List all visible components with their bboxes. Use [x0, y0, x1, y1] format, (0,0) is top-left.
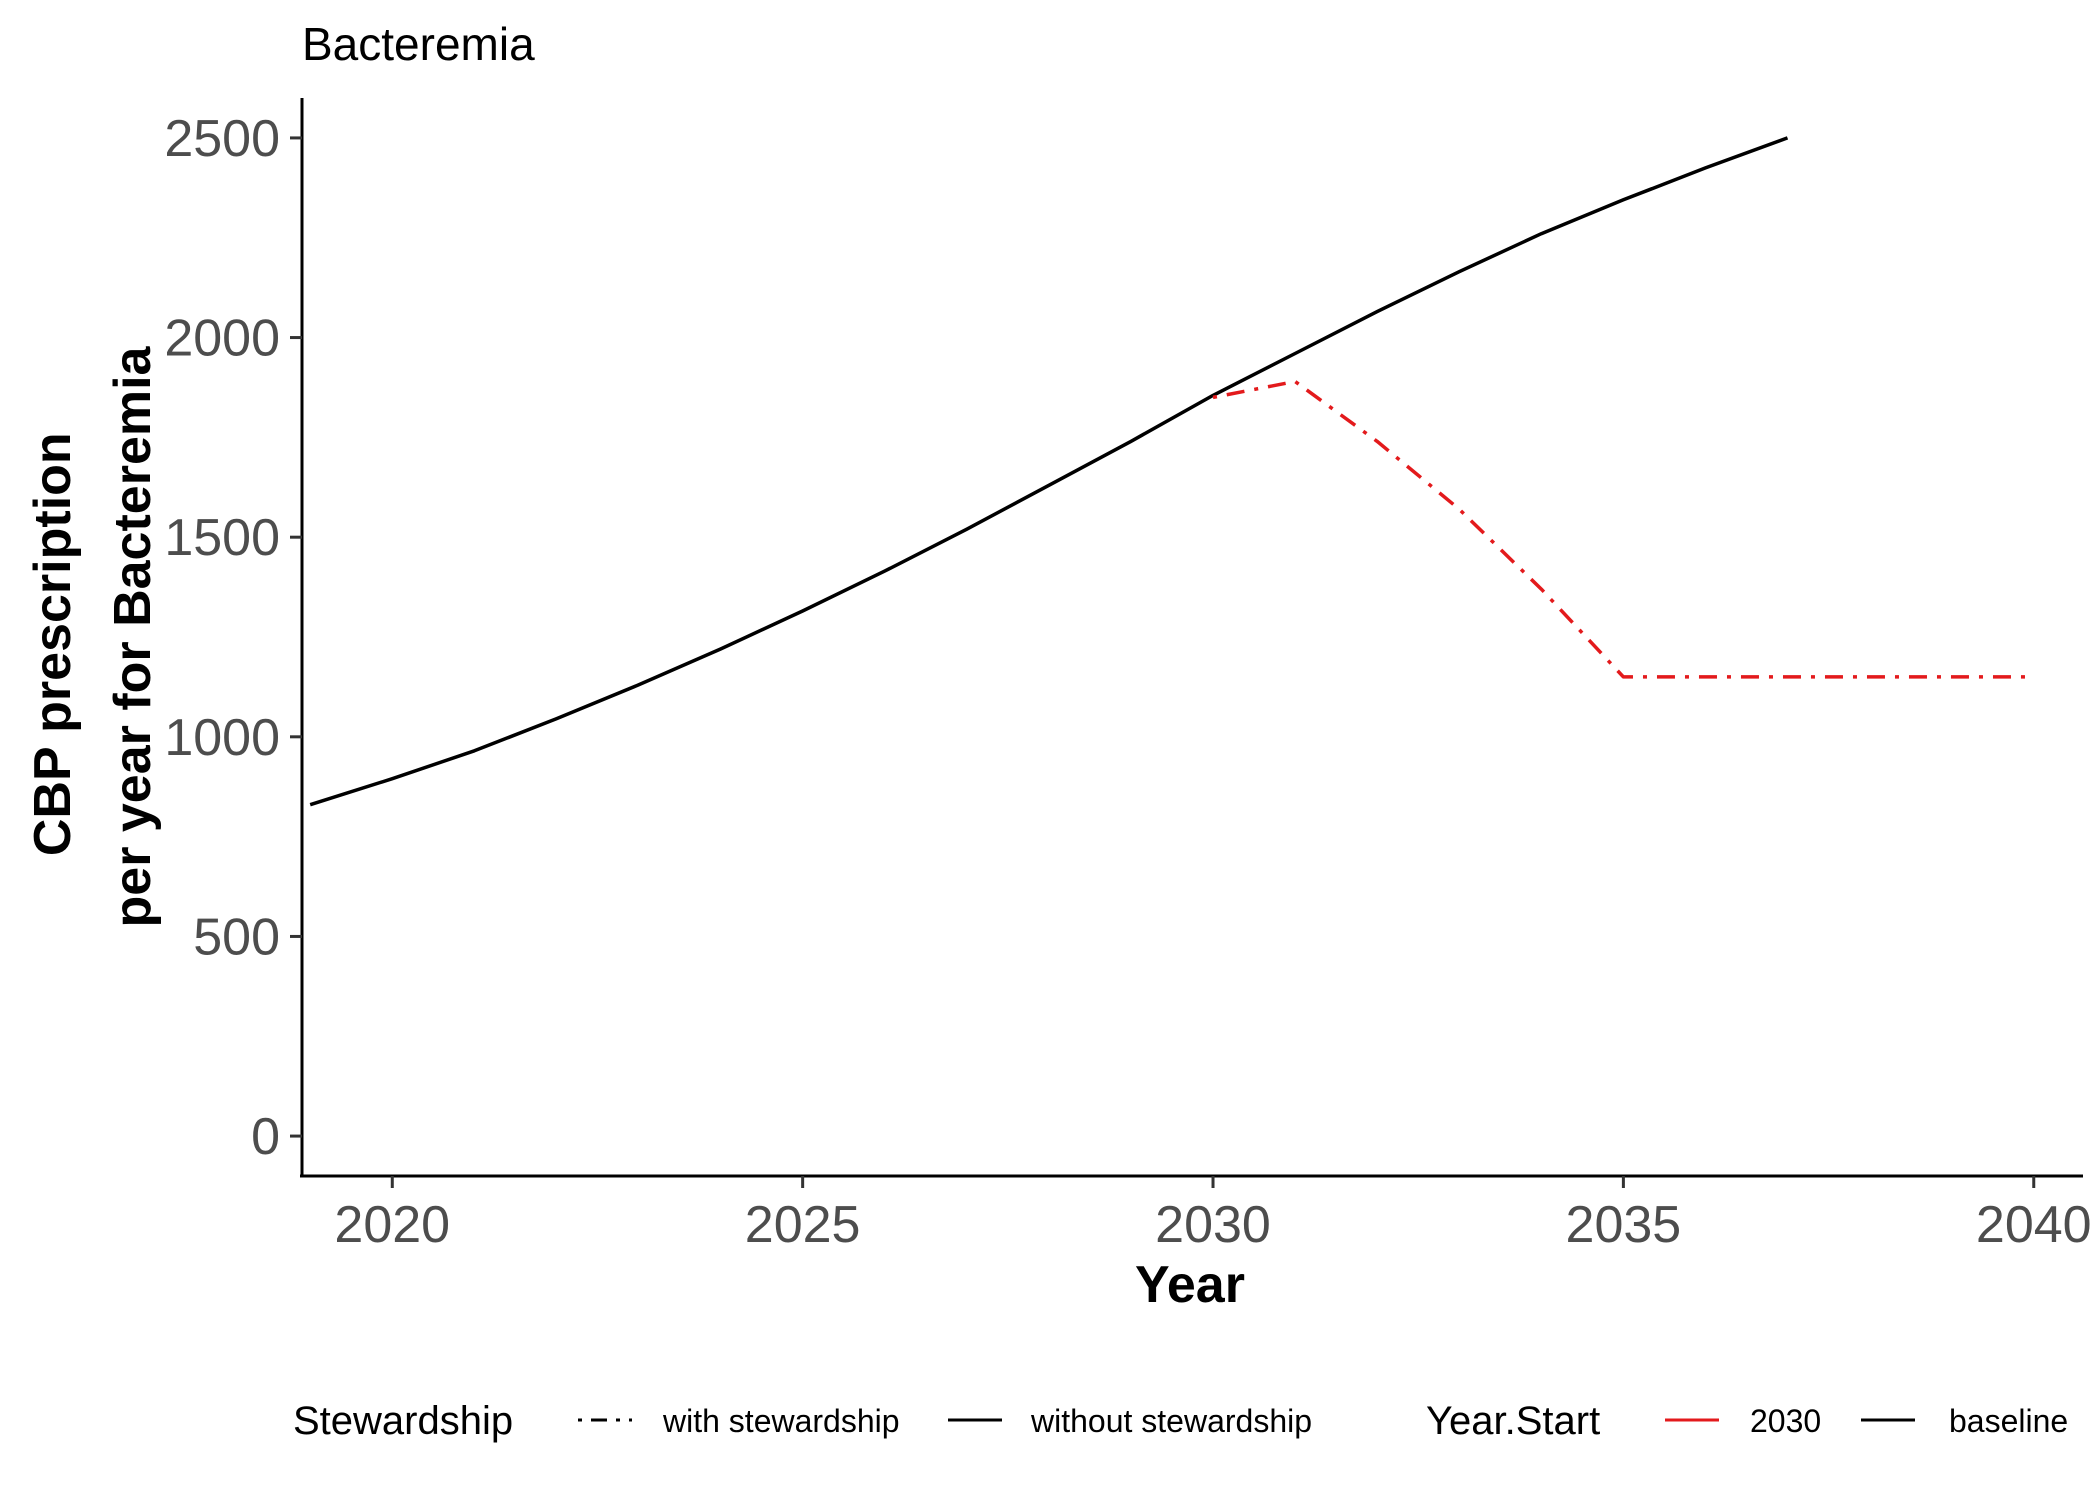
- series-line-with-stewardship-2030: [1212, 379, 2034, 679]
- x-tick-label: 2040: [1976, 1196, 2092, 1254]
- legend-title-year-start: Year.Start: [1426, 1399, 1600, 1443]
- legend-label-baseline: baseline: [1949, 1403, 2068, 1439]
- y-axis-title-line-2: per year for Bacteremia: [104, 345, 162, 927]
- legend-label-without-stewardship: without stewardship: [1030, 1403, 1312, 1439]
- y-tick-label: 1000: [164, 709, 280, 767]
- y-tick-label: 500: [193, 908, 280, 966]
- legend-title-stewardship: Stewardship: [293, 1399, 513, 1443]
- x-axis-title: Year: [1135, 1256, 1245, 1314]
- y-axis-ticks: 0 500 1000 1500 2000 2500: [164, 110, 302, 1166]
- x-axis-ticks: 2020 2025 2030 2035 2040: [334, 1176, 2092, 1254]
- chart-title: Bacteremia: [302, 18, 535, 70]
- legend: Stewardship with stewardship without ste…: [293, 1399, 2068, 1443]
- x-tick-label: 2035: [1566, 1196, 1682, 1254]
- x-tick-label: 2020: [334, 1196, 450, 1254]
- y-axis-title-line-1: CBP prescription: [24, 432, 82, 856]
- x-tick-label: 2025: [745, 1196, 861, 1254]
- y-tick-label: 2000: [164, 310, 280, 368]
- legend-label-2030: 2030: [1750, 1403, 1821, 1439]
- x-tick-label: 2030: [1155, 1196, 1271, 1254]
- y-tick-label: 2500: [164, 110, 280, 168]
- series-line-without-stewardship-baseline: [309, 136, 1789, 807]
- plot-series: [309, 136, 2034, 807]
- y-tick-label: 1500: [164, 509, 280, 567]
- legend-label-with-stewardship: with stewardship: [662, 1403, 900, 1439]
- y-axis-title: CBP prescription per year for Bacteremia: [24, 345, 162, 927]
- y-tick-label: 0: [251, 1108, 280, 1166]
